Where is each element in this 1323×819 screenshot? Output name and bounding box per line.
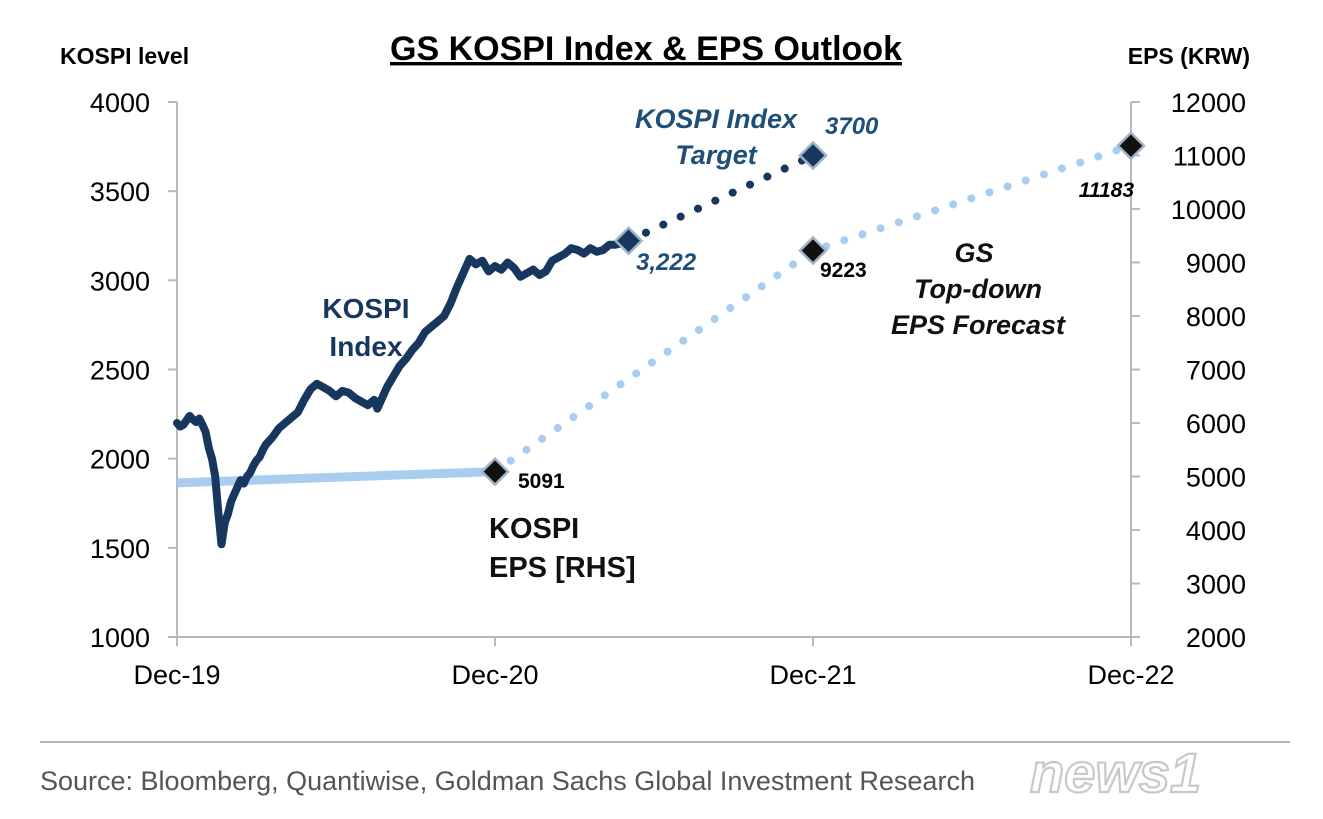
left-tick-label: 1500	[90, 534, 150, 564]
news1-logo: news1	[1030, 741, 1201, 804]
x-tick-label: Dec-19	[133, 660, 220, 690]
source-note: Source: Bloomberg, Quantiwise, Goldman S…	[40, 766, 975, 796]
right-tick-label: 12000	[1171, 88, 1246, 118]
x-tick-label: Dec-22	[1087, 660, 1174, 690]
annotation-target-line2: Target	[675, 140, 758, 170]
annotation-eps-line2: EPS [RHS]	[489, 552, 636, 584]
label-kospi-current: 3,222	[636, 249, 697, 276]
axes: 1000 1500 2000 2500 3000 3500 4000 2000 3000 4000…	[90, 88, 1246, 690]
x-tick-label: Dec-20	[451, 660, 538, 690]
series-kospi-index-target	[624, 151, 817, 245]
label-eps-dec20: 5091	[518, 470, 565, 493]
right-tick-label: 10000	[1171, 195, 1246, 225]
right-tick-label: 5000	[1186, 463, 1246, 493]
x-tick-label: Dec-21	[769, 660, 856, 690]
left-tick-label: 3500	[90, 177, 150, 207]
right-tick-label: 4000	[1186, 516, 1246, 546]
annotation-target-line1: KOSPI Index	[635, 104, 798, 134]
chart-title: GS KOSPI Index & EPS Outlook	[390, 30, 902, 68]
annotation-forecast-line3: EPS Forecast	[891, 310, 1066, 340]
marker-eps-dec21	[798, 235, 828, 266]
series-kospi-eps-rhs	[176, 467, 496, 488]
left-axis-title: KOSPI level	[60, 43, 189, 69]
left-tick-label: 4000	[90, 88, 150, 118]
annotation-forecast-line1: GS	[954, 238, 993, 268]
right-tick-label: 3000	[1186, 570, 1246, 600]
marker-kospi-target	[798, 140, 828, 171]
right-tick-label: 6000	[1186, 409, 1246, 439]
label-eps-dec22: 11183	[1079, 179, 1135, 202]
right-tick-label: 2000	[1186, 623, 1246, 653]
right-tick-label: 9000	[1186, 249, 1246, 279]
marker-eps-dec20	[480, 456, 510, 487]
annotation-kospi-index-line2: Index	[329, 331, 403, 362]
marker-kospi-current	[613, 225, 644, 256]
annotation-kospi-index-line1: KOSPI	[322, 293, 409, 324]
left-tick-label: 1000	[90, 623, 150, 653]
series-kospi-index	[173, 236, 633, 549]
right-axis-title: EPS (KRW)	[1128, 43, 1250, 69]
marker-eps-dec22	[1116, 130, 1146, 161]
right-tick-label: 8000	[1186, 302, 1246, 332]
left-tick-label: 2000	[90, 445, 150, 475]
annotation-eps-line1: KOSPI	[489, 513, 579, 545]
label-kospi-target: 3700	[825, 113, 879, 140]
marker-layer	[480, 130, 1146, 487]
right-tick-label: 7000	[1186, 356, 1246, 386]
left-tick-label: 3000	[90, 266, 150, 296]
label-eps-dec21: 9223	[820, 259, 867, 282]
annotation-forecast-line2: Top-down	[914, 274, 1042, 304]
series-gs-top-down-eps-forecast	[491, 141, 1135, 476]
left-tick-label: 2500	[90, 356, 150, 386]
right-tick-label: 11000	[1173, 142, 1246, 172]
series-layer	[173, 141, 1135, 549]
